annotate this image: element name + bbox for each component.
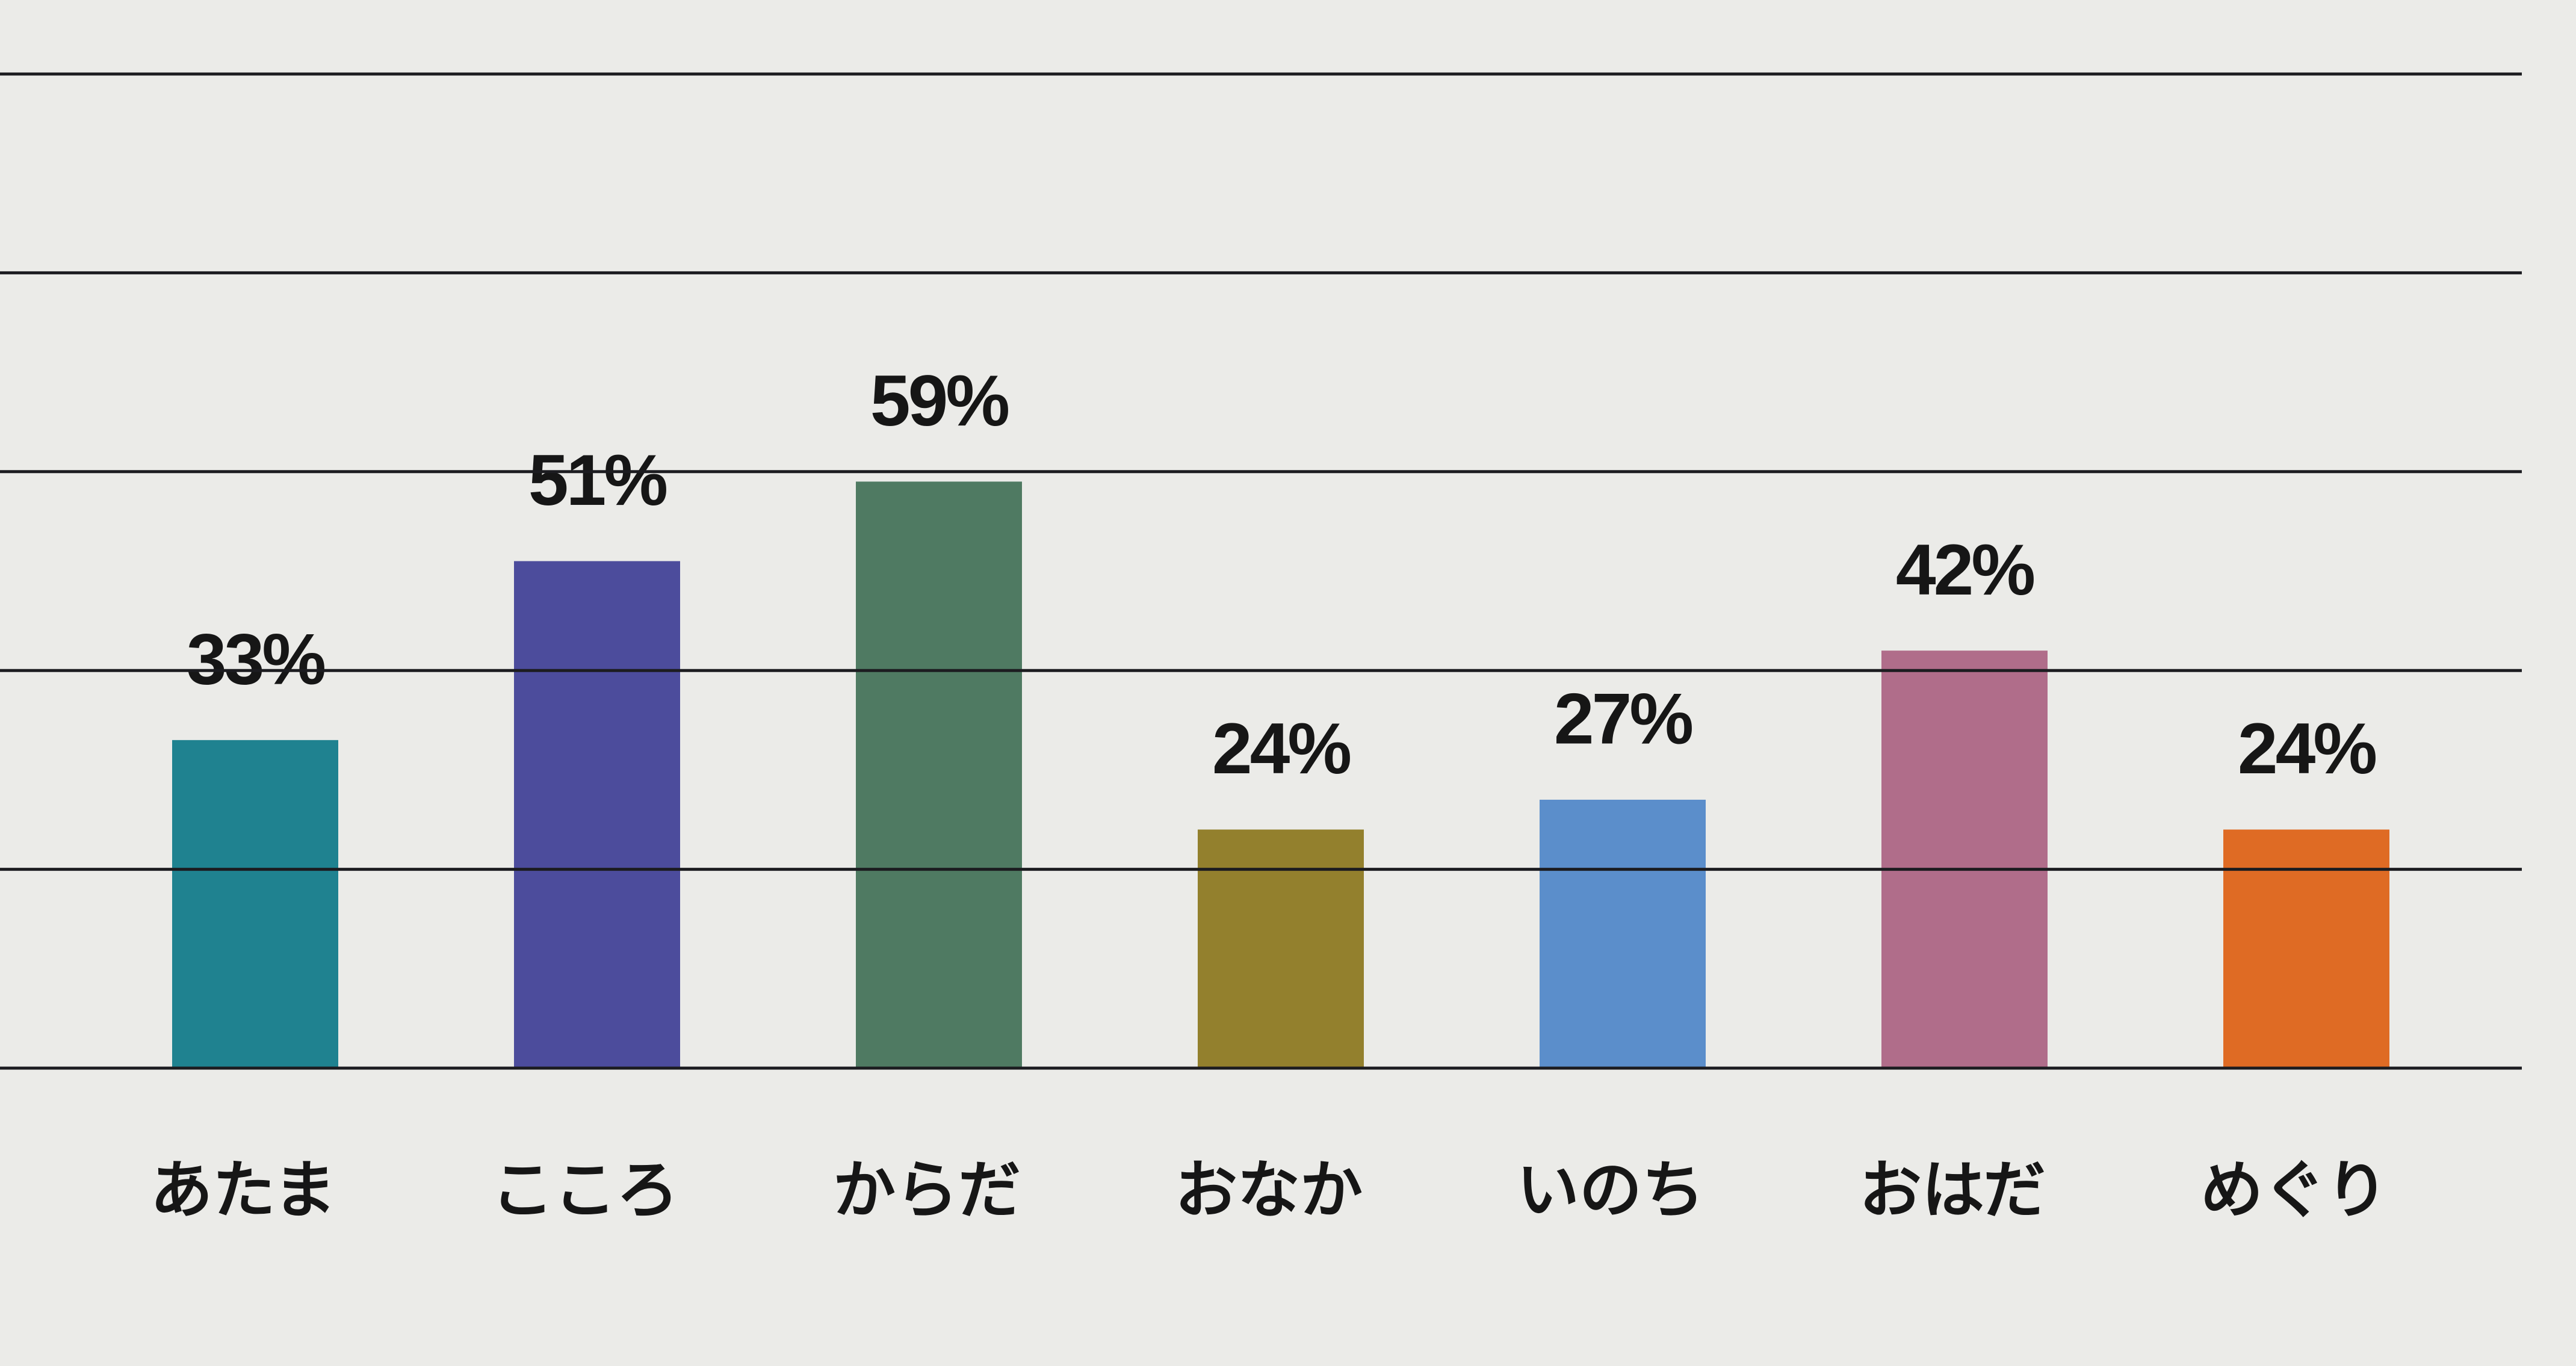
bar xyxy=(1881,651,2048,1068)
x-tick-label: おはだ xyxy=(1859,1153,2046,1226)
x-tick-label: こころ xyxy=(491,1153,679,1226)
value-label: 24% xyxy=(1212,708,1350,789)
value-label: 24% xyxy=(2238,708,2376,789)
x-tick-label: からだ xyxy=(833,1153,1021,1226)
value-label: 51% xyxy=(528,440,666,521)
bar xyxy=(172,740,338,1068)
value-label: 33% xyxy=(187,619,324,700)
x-tick-label: おなか xyxy=(1175,1153,1363,1226)
bar xyxy=(2223,829,2389,1068)
bar xyxy=(514,561,680,1068)
x-tick-label: めぐり xyxy=(2200,1153,2388,1226)
x-tick-label: いのち xyxy=(1517,1153,1704,1226)
value-label: 42% xyxy=(1896,530,2034,610)
bar xyxy=(1198,829,1364,1068)
value-label: 59% xyxy=(870,360,1008,441)
bar xyxy=(856,481,1022,1068)
bar xyxy=(1540,799,1706,1068)
value-label: 27% xyxy=(1554,679,1692,759)
x-tick-label: あたま xyxy=(150,1153,336,1226)
